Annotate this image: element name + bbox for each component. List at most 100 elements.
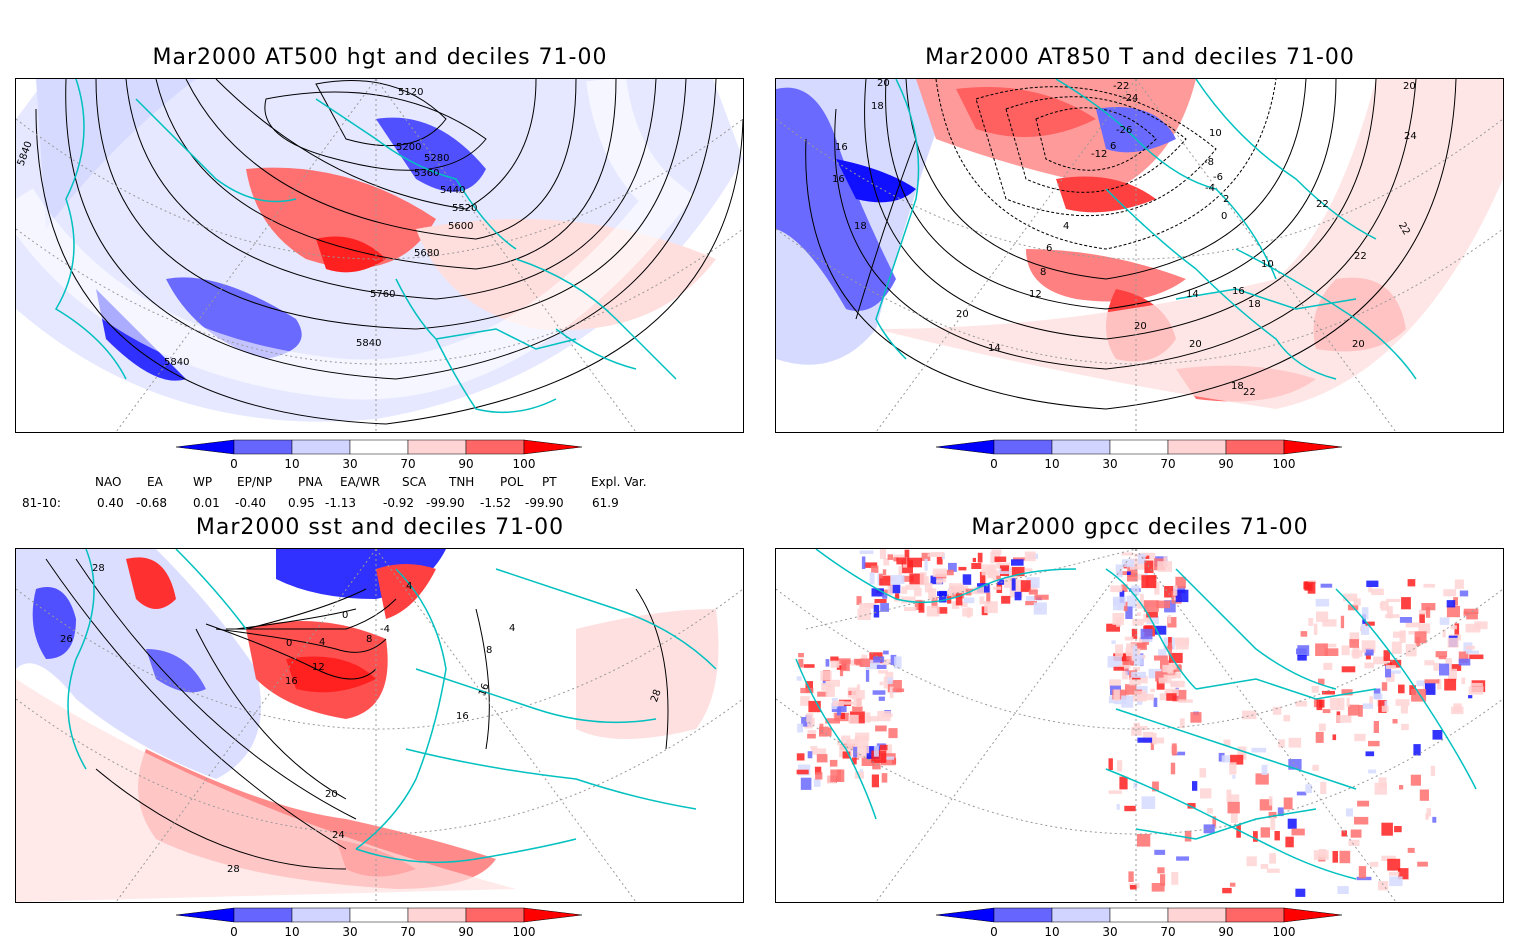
precip-cell <box>1410 774 1421 786</box>
precip-cell <box>1347 704 1360 716</box>
colorbar-swatches <box>935 439 1343 455</box>
precip-cell <box>881 713 893 718</box>
precip-cell <box>1364 662 1375 669</box>
colorbar-tick: 0 <box>990 925 998 939</box>
precip-cell <box>1143 600 1159 612</box>
precip-cell <box>1442 629 1446 638</box>
precip-cell <box>879 575 891 586</box>
height-contours <box>35 79 743 425</box>
precip-cell <box>1228 794 1240 803</box>
precip-cell <box>800 687 814 694</box>
index-header: TNH <box>449 475 475 489</box>
precip-cell <box>1106 623 1120 632</box>
precip-cell <box>963 597 975 604</box>
precip-cell <box>879 573 883 579</box>
colorbar-tick: 30 <box>1102 925 1117 939</box>
precip-cell <box>1398 684 1405 694</box>
colorbar-swatch <box>291 907 351 923</box>
precip-cell <box>1133 782 1138 789</box>
precip-cell <box>1126 571 1131 575</box>
precip-cell <box>1315 731 1324 743</box>
precip-cell <box>1141 575 1157 589</box>
precip-cell <box>841 735 851 744</box>
precip-cell <box>1307 581 1316 594</box>
colorbar-swatch <box>1283 907 1343 923</box>
panel-title-t850: Mar2000 AT850 T and deciles 71-00 <box>925 45 1355 70</box>
contour-label: 20 <box>1134 321 1147 332</box>
precip-cell <box>1465 645 1475 650</box>
precip-cell <box>1385 614 1400 618</box>
contour-label: 24 <box>1404 131 1417 142</box>
index-value: -1.13 <box>325 496 357 510</box>
precip-cell <box>930 552 945 557</box>
precip-cell <box>853 699 862 707</box>
precip-cell <box>883 676 888 689</box>
precip-cell <box>883 650 889 655</box>
colorbar-tick: 0 <box>230 457 238 471</box>
precip-cell <box>1146 616 1159 625</box>
colorbar-tick: 90 <box>1218 925 1233 939</box>
precip-cell <box>1388 871 1400 876</box>
precip-cell <box>901 560 913 574</box>
precip-cell <box>1150 688 1155 693</box>
contour-label: 5520 <box>452 203 477 214</box>
colorbar-swatch <box>935 439 995 455</box>
precip-cell <box>1381 855 1396 861</box>
precip-cell <box>1132 645 1138 657</box>
precip-cell <box>1316 611 1329 622</box>
precip-cell <box>1171 872 1179 885</box>
contour-label: 20 <box>956 309 969 320</box>
precip-cell <box>1203 824 1215 834</box>
colorbar-swatch <box>993 439 1053 455</box>
precip-cell <box>1381 682 1388 691</box>
precip-cell <box>1155 671 1168 682</box>
precip-cell <box>1122 671 1128 680</box>
precip-cell <box>1176 856 1189 861</box>
precip-cell <box>1129 660 1135 666</box>
precip-cell <box>1401 723 1409 731</box>
precip-cell <box>1109 679 1121 689</box>
precip-cell <box>859 603 874 609</box>
precip-cell <box>814 766 822 775</box>
precip-cell <box>1313 698 1318 708</box>
precip-cell <box>1408 631 1414 635</box>
precip-cell <box>1136 834 1151 847</box>
precip-cell <box>895 593 900 599</box>
precip-cell <box>813 778 821 787</box>
precip-cell <box>859 658 870 667</box>
precip-cell <box>1242 710 1257 720</box>
precip-cell <box>1443 589 1457 597</box>
precip-cell <box>1350 829 1362 838</box>
precip-cell <box>1140 693 1154 701</box>
panel-title-hgt500: Mar2000 AT500 hgt and deciles 71-00 <box>152 45 608 70</box>
contour-label: 8 <box>1040 267 1046 278</box>
precip-cell <box>1278 739 1285 748</box>
precip-cell <box>804 721 813 729</box>
sst-contours <box>45 558 669 870</box>
precip-cell <box>914 588 922 597</box>
colorbar-ticks: 0 10 30 70 90 100 <box>990 457 1295 471</box>
colorbar-swatch <box>1225 907 1285 923</box>
precip-cell <box>1318 723 1326 732</box>
contour-label: -12 <box>1091 149 1107 160</box>
precip-cell <box>830 769 845 782</box>
precip-cell <box>1134 690 1147 696</box>
contour-label: 4 <box>406 581 412 592</box>
precip-cell <box>1458 658 1471 666</box>
index-value: 61.9 <box>592 496 619 510</box>
precip-cell <box>1373 656 1388 665</box>
precip-cell <box>1447 637 1459 648</box>
precip-speckles <box>796 549 1488 897</box>
precip-cell <box>1212 816 1217 827</box>
precip-cell <box>1424 660 1435 666</box>
precip-cell <box>919 572 927 586</box>
precip-cell <box>1227 801 1240 814</box>
precip-cell <box>1288 737 1302 748</box>
precip-cell <box>808 700 821 713</box>
colorbar-swatch <box>1051 907 1111 923</box>
precip-cell <box>856 684 861 691</box>
precip-cell <box>1368 769 1377 774</box>
precip-cell <box>848 714 859 724</box>
precip-cell <box>1343 593 1358 602</box>
precip-cell <box>1312 764 1319 771</box>
